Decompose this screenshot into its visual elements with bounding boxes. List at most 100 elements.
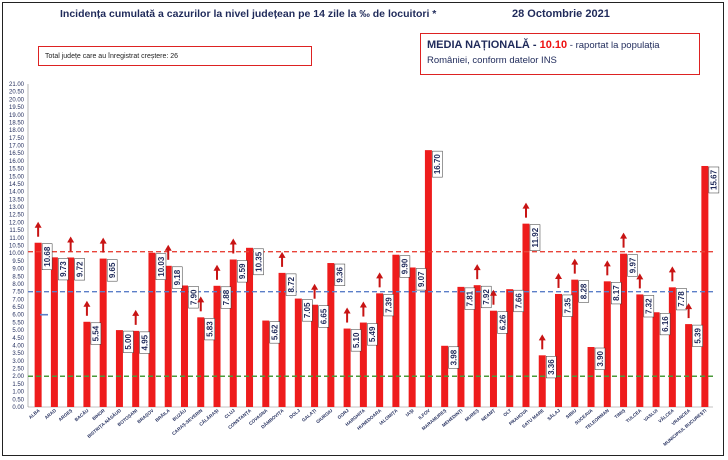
data-label-text: 10.68 xyxy=(43,246,52,267)
data-label: 5.62 xyxy=(269,321,281,344)
y-tick-label: 6.50 xyxy=(12,305,24,311)
data-label-box xyxy=(171,266,183,289)
data-label: 7.90 xyxy=(188,286,199,309)
increase-arrow-head xyxy=(213,264,221,271)
bar xyxy=(506,289,514,407)
data-label-box xyxy=(611,282,622,305)
data-label-box xyxy=(220,286,232,309)
data-label-box xyxy=(546,356,557,379)
bar xyxy=(343,328,351,407)
data-label: 7.39 xyxy=(383,294,394,317)
y-tick-label: 13.00 xyxy=(9,205,25,211)
data-label-text: 5.83 xyxy=(206,321,215,337)
data-label: 9.18 xyxy=(171,266,183,289)
bar xyxy=(457,286,465,407)
data-label: 8.17 xyxy=(611,282,622,305)
data-label: 6.65 xyxy=(318,305,329,328)
y-tick-label: 8.00 xyxy=(12,282,24,288)
data-label-text: 8.72 xyxy=(287,276,296,292)
data-label-text: 7.78 xyxy=(677,291,686,307)
data-label-box xyxy=(383,294,394,317)
data-label-text: 8.28 xyxy=(580,283,589,299)
chart-date: 28 Octombrie 2021 xyxy=(512,8,610,20)
data-label: 9.36 xyxy=(334,263,346,286)
data-label-text: 10.03 xyxy=(157,256,166,277)
bar xyxy=(408,267,416,407)
y-tick-label: 0.50 xyxy=(12,397,24,403)
data-label-box xyxy=(350,329,362,352)
data-label-box xyxy=(253,248,264,276)
data-label-box xyxy=(627,254,638,277)
increase-arrow-head xyxy=(636,273,644,280)
y-tick-label: 10.50 xyxy=(9,244,25,250)
data-label-text: 7.35 xyxy=(563,297,572,313)
data-label-text: 9.73 xyxy=(59,261,68,277)
bar xyxy=(115,330,123,407)
x-tick-label: MUREȘ xyxy=(464,408,481,423)
increase-arrow-head xyxy=(538,334,546,341)
data-label: 7.35 xyxy=(562,294,573,317)
data-label-text: 16.70 xyxy=(433,154,442,175)
y-tick-label: 12.50 xyxy=(9,213,25,219)
bar xyxy=(213,285,221,407)
x-tick-label: TULCEA xyxy=(625,408,643,424)
data-label: 7.05 xyxy=(302,299,313,322)
bar xyxy=(180,285,188,407)
bar xyxy=(327,263,335,407)
data-label-text: 7.39 xyxy=(384,297,393,313)
data-label-box xyxy=(204,318,215,341)
data-label-box xyxy=(269,321,281,344)
y-tick-label: 16.00 xyxy=(9,159,25,165)
y-tick-label: 20.50 xyxy=(9,90,25,96)
data-label: 10.68 xyxy=(41,243,53,270)
y-tick-label: 11.50 xyxy=(9,228,24,234)
increase-arrow-head xyxy=(132,309,140,316)
data-label: 10.35 xyxy=(253,248,264,276)
data-label: 7.78 xyxy=(676,288,687,311)
data-label-text: 5.54 xyxy=(92,325,101,341)
data-label-text: 4.95 xyxy=(141,334,150,350)
data-label-text: 9.59 xyxy=(238,263,247,279)
y-tick-label: 9.00 xyxy=(12,267,24,273)
y-tick-label: 17.00 xyxy=(9,144,25,150)
data-label: 5.54 xyxy=(90,322,102,345)
data-label-text: 9.72 xyxy=(75,261,84,277)
bar xyxy=(538,355,546,407)
bar xyxy=(685,324,693,407)
x-tick-label: GIURGIU xyxy=(315,408,334,425)
increase-arrow-head xyxy=(343,307,351,314)
bar xyxy=(555,293,563,407)
data-label-box xyxy=(513,289,524,313)
data-label-box xyxy=(334,263,346,286)
bar xyxy=(571,279,579,407)
data-label-text: 15.67 xyxy=(710,169,719,190)
x-tick-label: ALBA xyxy=(28,408,42,420)
bar xyxy=(701,165,709,407)
y-tick-label: 20.00 xyxy=(9,97,25,103)
data-label-box xyxy=(188,286,199,309)
y-tick-label: 7.50 xyxy=(12,290,24,296)
data-label-box xyxy=(318,305,329,328)
data-label-box xyxy=(529,224,541,251)
data-label-box xyxy=(676,288,687,311)
y-tick-label: 14.50 xyxy=(9,182,25,188)
data-label-text: 7.90 xyxy=(189,289,198,305)
x-tick-label: ARAD xyxy=(44,408,58,421)
x-tick-label: OLT xyxy=(502,408,512,418)
bar xyxy=(197,317,205,407)
data-label: 4.95 xyxy=(139,331,150,354)
data-label-box xyxy=(302,299,313,322)
data-label-text: 6.65 xyxy=(319,308,328,324)
increase-arrow-head xyxy=(229,238,237,245)
data-label-text: 7.92 xyxy=(482,289,491,305)
national-average-suffix: - raportat la populația xyxy=(567,40,660,51)
y-tick-label: 18.00 xyxy=(9,128,25,134)
data-label-box xyxy=(237,260,248,283)
y-tick-label: 12.00 xyxy=(9,220,25,226)
y-tick-label: 19.50 xyxy=(9,105,25,111)
data-label-text: 5.00 xyxy=(124,334,133,350)
data-label-box xyxy=(448,346,459,369)
increase-arrow-head xyxy=(67,236,75,243)
data-label-box xyxy=(74,258,85,281)
